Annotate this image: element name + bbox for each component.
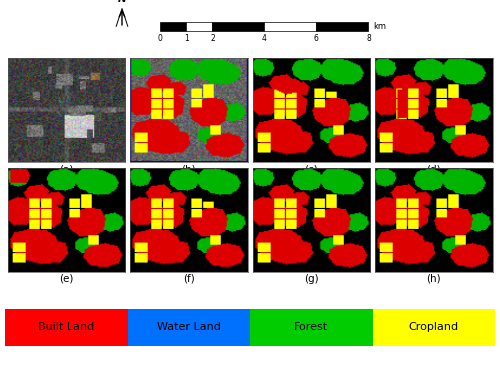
Text: Forest: Forest [294, 322, 328, 332]
Bar [5, 309, 128, 346]
Text: N: N [118, 0, 126, 4]
Bar [316, 22, 368, 31]
Text: (e): (e) [59, 274, 74, 284]
Text: (b): (b) [182, 164, 196, 174]
Bar [250, 309, 372, 346]
Text: (h): (h) [426, 274, 441, 284]
Text: (c): (c) [304, 164, 318, 174]
Text: km: km [373, 22, 386, 31]
Text: (a): (a) [59, 164, 74, 174]
Text: (g): (g) [304, 274, 318, 284]
Text: Built Land: Built Land [38, 322, 94, 332]
Text: (f): (f) [183, 274, 194, 284]
Text: 1: 1 [184, 34, 189, 43]
Bar [264, 22, 316, 31]
Text: 8: 8 [366, 34, 371, 43]
Bar [128, 309, 250, 346]
Text: 4: 4 [262, 34, 267, 43]
Text: (d): (d) [426, 164, 441, 174]
Bar [212, 22, 264, 31]
Bar [186, 22, 212, 31]
Text: 0: 0 [158, 34, 163, 43]
Bar [160, 22, 186, 31]
Text: Cropland: Cropland [408, 322, 459, 332]
Text: 2: 2 [210, 34, 215, 43]
Text: 6: 6 [314, 34, 319, 43]
Bar [372, 309, 495, 346]
Text: Water Land: Water Land [157, 322, 220, 332]
